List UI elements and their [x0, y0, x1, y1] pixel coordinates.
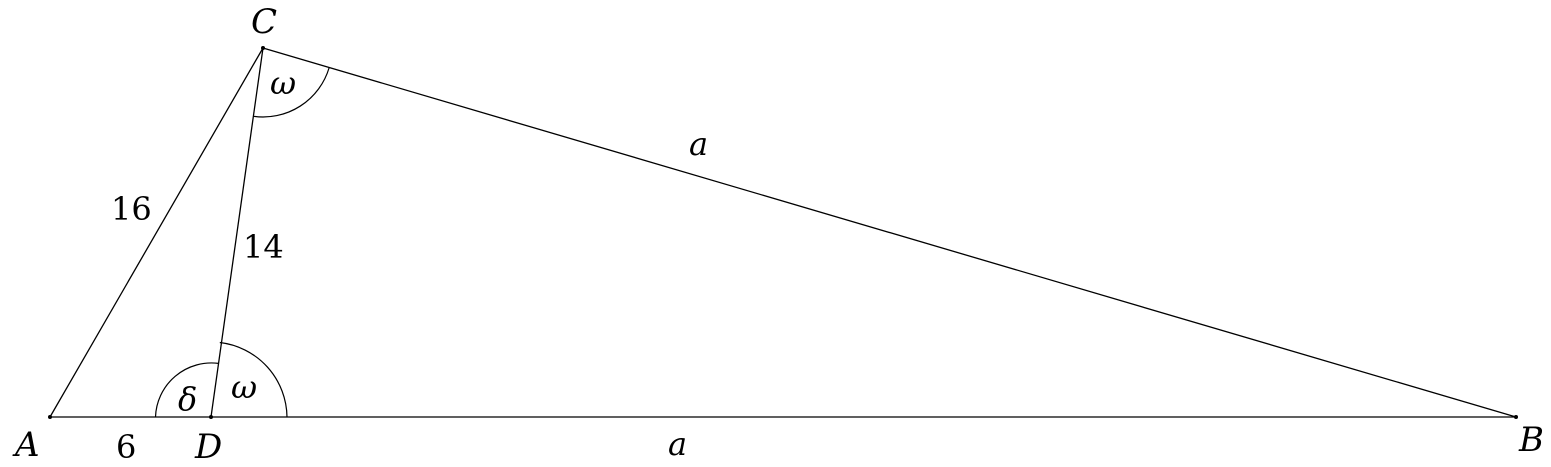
angle-label-D-delta: δ: [178, 380, 197, 418]
length-label-AC: 16: [111, 190, 152, 228]
vertex-A-dot: [48, 415, 52, 419]
angle-label-C-omega: ω: [270, 64, 296, 102]
angle-arc-D-omega: [219, 341, 288, 418]
length-label-CD: 14: [243, 228, 284, 266]
point-label-D: D: [194, 427, 222, 467]
vertex-C-dot: [261, 46, 265, 50]
point-label-B: B: [1518, 420, 1544, 460]
angle-arc-D-delta: [154, 362, 219, 418]
segment-AC: [49, 47, 264, 418]
vertex-B-dot: [1514, 415, 1518, 419]
length-label-DB: a: [668, 425, 687, 463]
angle-label-D-omega: ω: [231, 368, 257, 406]
segment-CD: [210, 47, 264, 418]
vertex-D-dot: [209, 415, 213, 419]
length-label-AD: 6: [116, 428, 136, 466]
angle-arc-C-omega: [253, 67, 330, 118]
segment-CB: [262, 47, 1517, 418]
point-label-A: A: [12, 425, 40, 465]
length-label-CB: a: [689, 125, 708, 163]
point-label-C: C: [251, 2, 277, 42]
